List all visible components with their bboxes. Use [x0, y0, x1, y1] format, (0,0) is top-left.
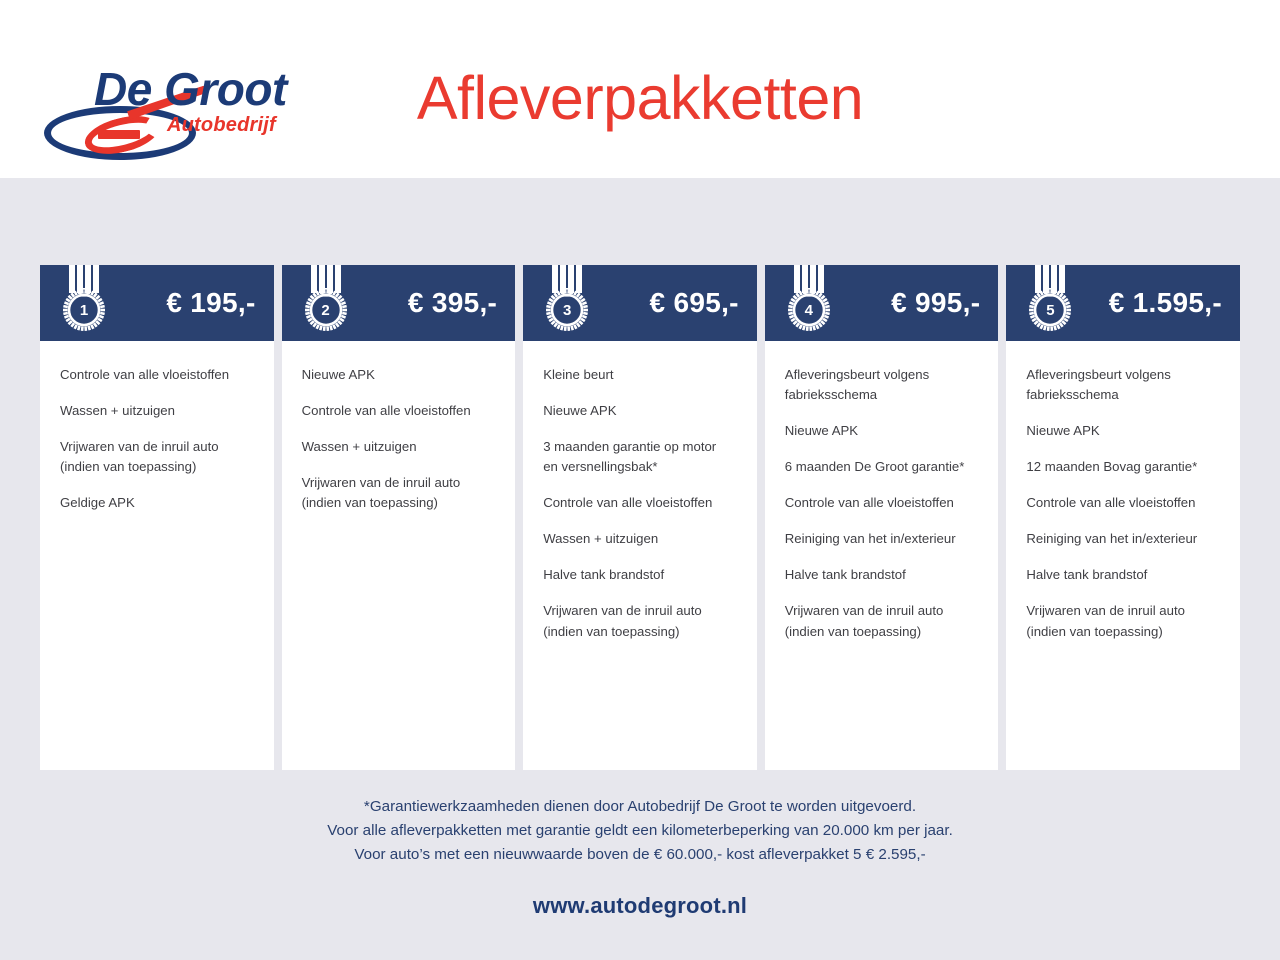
package-feature-item: 3 maanden garantie op motor en versnelli…: [543, 439, 717, 475]
medal-disc-icon: [62, 288, 106, 332]
medal-icon: 5: [1022, 265, 1078, 341]
package-feature-item: Halve tank brandstof: [1026, 567, 1148, 583]
package-feature-item: Geldige APK: [60, 495, 135, 511]
package-feature-item: Afleveringsbeurt volgens fabrieksschema: [1026, 367, 1171, 403]
medal-icon: 2: [298, 265, 354, 341]
package-feature-item: Nieuwe APK: [543, 403, 617, 419]
medal-ribbon-icon: [551, 265, 583, 293]
package-feature-item: 6 maanden De Groot garantie*: [784, 459, 965, 475]
medal-icon: 4: [781, 265, 837, 341]
logo-wordmark: De Groot: [94, 63, 287, 115]
package-feature-item: Nieuwe APK: [784, 423, 859, 439]
package-card-header: 2 € 395,-: [281, 265, 516, 341]
medal-icon: 3: [539, 265, 595, 341]
package-feature-item: Nieuwe APK: [301, 367, 375, 382]
package-rank-number: 1: [79, 301, 89, 319]
package-feature-item: Halve tank brandstof: [784, 567, 906, 583]
package-rank-number: 4: [804, 301, 813, 319]
footer-note-line-3: Voor auto’s met een nieuwwaarde boven de…: [354, 846, 926, 864]
logo-swoosh-bar-icon: [98, 130, 140, 139]
package-feature-item: Halve tank brandstof: [543, 567, 665, 583]
package-feature-item: Wassen + uitzuigen: [301, 439, 417, 455]
logo-tagline: Autobedrijf: [167, 114, 276, 136]
medal-disc-icon: [1028, 288, 1072, 332]
package-card[interactable]: 4 € 995,- Afleveringsbeurt volgens fabriek…: [764, 265, 999, 770]
package-feature-item: Nieuwe APK: [1026, 423, 1100, 439]
package-card-header: 3 € 695,-: [523, 265, 757, 341]
package-card-header: 5 € 1.595,-: [1006, 265, 1240, 341]
package-feature-item: Kleine beurt: [543, 367, 614, 382]
package-card-header: 1 € 195,-: [40, 265, 274, 341]
medal-ribbon-icon: [1034, 265, 1066, 293]
medal-ribbon-icon: [68, 265, 100, 293]
package-price: € 1.595,-: [1108, 287, 1222, 318]
medal-disc-icon: [787, 288, 831, 332]
package-feature-list: Afleveringsbeurt volgens fabrieksschema N…: [1006, 341, 1240, 770]
package-price: € 695,-: [649, 287, 739, 318]
package-card[interactable]: 1 € 195,- Controle van alle vloeistoffen Wa…: [40, 265, 274, 770]
package-feature-item: 12 maanden Bovag garantie*: [1026, 459, 1198, 475]
package-price: € 995,-: [891, 287, 981, 318]
package-feature-item: Controle van alle vloeistoffen: [1026, 495, 1196, 511]
package-card-header: 4 € 995,-: [764, 265, 999, 341]
package-feature-item: Afleveringsbeurt volgens fabrieksschema: [784, 367, 930, 403]
medal-icon: 1: [56, 265, 112, 341]
package-price: € 195,-: [166, 287, 256, 318]
package-card[interactable]: 3 € 695,- Kleine beurt Nieuwe APK 3 maanden …: [523, 265, 757, 770]
medal-ribbon-icon: [310, 265, 342, 293]
logo-ellipse-icon: [44, 106, 196, 160]
package-feature-item: Vrijwaren van de inruil auto (indien van…: [60, 439, 219, 475]
footer-note-line-1: *Garantiewerkzaamheden dienen door Autob…: [363, 798, 917, 815]
package-feature-item: Controle van alle vloeistoffen: [60, 367, 230, 382]
package-feature-item: Wassen + uitzuigen: [543, 531, 659, 547]
package-feature-list: Kleine beurt Nieuwe APK 3 maanden garantie…: [523, 341, 757, 770]
footer-note-line-2: Voor alle afleverpakketten met garantie …: [327, 822, 953, 840]
package-feature-list: Nieuwe APK Controle van alle vloeistoffen…: [282, 341, 516, 770]
package-card[interactable]: 2 € 395,- Nieuwe APK Controle van alle vloe…: [281, 265, 516, 770]
package-feature-list: Controle van alle vloeistoffen Wassen + u…: [40, 341, 274, 770]
package-feature-item: Controle van alle vloeistoffen: [784, 495, 954, 511]
medal-ribbon-icon: [793, 265, 825, 293]
package-card[interactable]: 5 € 1.595,- Afleveringsbeurt volgens fabri…: [1006, 265, 1240, 770]
package-rank-number: 5: [1046, 301, 1055, 319]
package-feature-item: Vrijwaren van de inruil auto (indien van…: [301, 475, 461, 511]
package-feature-item: Vrijwaren van de inruil auto (indien van…: [784, 603, 944, 639]
package-feature-item: Vrijwaren van de inruil auto (indien van…: [1026, 603, 1185, 639]
package-feature-item: Controle van alle vloeistoffen: [301, 403, 471, 419]
medal-disc-icon: [545, 288, 589, 332]
package-card-list: 1 € 195,- Controle van alle vloeistoffen Wa…: [40, 265, 1240, 770]
package-feature-list: Afleveringsbeurt volgens fabrieksschema N…: [765, 341, 999, 770]
package-feature-item: Vrijwaren van de inruil auto (indien van…: [543, 603, 702, 639]
page-title: Afleverpakketten: [416, 64, 864, 132]
company-logo: De Groot Autobedrijf: [42, 62, 294, 162]
medal-disc-icon: [304, 288, 348, 332]
package-feature-item: Reiniging van het in/exterieur: [784, 531, 956, 547]
page-header-band: De Groot Autobedrijf Afleverpakketten: [0, 0, 1280, 178]
website-url[interactable]: www.autodegroot.nl: [532, 893, 748, 919]
package-feature-item: Reiniging van het in/exterieur: [1026, 531, 1198, 547]
package-price: € 395,-: [407, 287, 498, 318]
package-feature-item: Wassen + uitzuigen: [60, 403, 175, 419]
package-rank-number: 2: [321, 301, 330, 319]
package-rank-number: 3: [563, 301, 572, 319]
package-feature-item: Controle van alle vloeistoffen: [543, 495, 713, 511]
footer: *Garantiewerkzaamheden dienen door Autob…: [0, 795, 1280, 919]
